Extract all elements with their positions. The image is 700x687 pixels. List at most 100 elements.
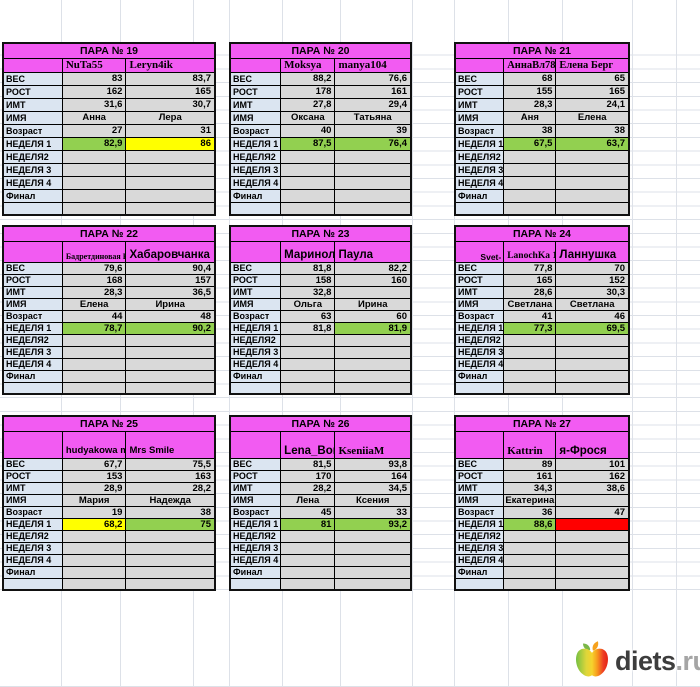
name-cell[interactable]: Светлана (555, 297, 630, 311)
empty-cell[interactable] (61, 201, 127, 216)
row-label-name[interactable]: ИМЯ (229, 110, 282, 125)
row-label-name[interactable]: ИМЯ (2, 493, 63, 507)
week1-cell[interactable]: 75 (125, 517, 216, 531)
name-cell[interactable]: Надежда (125, 493, 216, 507)
row-label-final[interactable]: Финал (454, 369, 505, 383)
corner-cell[interactable] (2, 57, 63, 73)
week3-cell[interactable] (503, 345, 557, 359)
pair-title[interactable]: ПАРА № 26 (229, 415, 412, 432)
week4-cell[interactable] (280, 357, 336, 371)
weight-cell[interactable]: 90,4 (125, 261, 216, 275)
week2-cell[interactable] (555, 149, 630, 164)
empty-cell[interactable] (454, 201, 505, 216)
row-label-name[interactable]: ИМЯ (2, 297, 63, 311)
row-label-bmi[interactable]: ИМТ (2, 97, 63, 112)
row-label-week3[interactable]: НЕДЕЛЯ 3 (229, 541, 282, 555)
row-label-bmi[interactable]: ИМТ (2, 481, 63, 495)
height-cell[interactable]: 160 (334, 273, 412, 287)
bmi-cell[interactable]: 28,3 (61, 285, 127, 299)
final-cell[interactable] (503, 369, 557, 383)
row-label-height[interactable]: РОСТ (454, 273, 505, 287)
week2-cell[interactable] (125, 333, 216, 347)
week1-cell[interactable]: 87,5 (280, 136, 336, 151)
weight-cell[interactable]: 93,8 (334, 457, 412, 471)
row-label-final[interactable]: Финал (229, 369, 282, 383)
username-cell[interactable]: Елена Берг (555, 57, 630, 73)
name-cell[interactable]: Ольга (280, 297, 336, 311)
row-label-height[interactable]: РОСТ (2, 84, 63, 99)
week3-cell[interactable] (125, 541, 216, 555)
username-cell[interactable]: Ланнушка (555, 240, 630, 263)
week4-cell[interactable] (334, 357, 412, 371)
empty-cell[interactable] (503, 201, 557, 216)
pair-title[interactable]: ПАРА № 25 (2, 415, 216, 432)
empty-cell[interactable] (2, 577, 63, 591)
empty-cell[interactable] (61, 577, 127, 591)
height-cell[interactable]: 162 (555, 469, 630, 483)
week3-cell[interactable] (61, 541, 127, 555)
row-label-bmi[interactable]: ИМТ (229, 97, 282, 112)
final-cell[interactable] (334, 565, 412, 579)
row-label-bmi[interactable]: ИМТ (454, 97, 505, 112)
row-label-height[interactable]: РОСТ (2, 469, 63, 483)
week2-cell[interactable] (503, 333, 557, 347)
week4-cell[interactable] (555, 357, 630, 371)
empty-cell[interactable] (503, 577, 557, 591)
week3-cell[interactable] (555, 541, 630, 555)
row-label-week2[interactable]: НЕДЕЛЯ2 (2, 149, 63, 164)
name-cell[interactable]: Оксана (280, 110, 336, 125)
week2-cell[interactable] (555, 333, 630, 347)
age-cell[interactable]: 31 (125, 123, 216, 138)
height-cell[interactable]: 165 (125, 84, 216, 99)
row-label-week1[interactable]: НЕДЕЛЯ 1 (2, 321, 63, 335)
bmi-cell[interactable]: 27,8 (280, 97, 336, 112)
final-cell[interactable] (503, 188, 557, 203)
corner-cell[interactable] (2, 240, 63, 263)
final-cell[interactable] (555, 565, 630, 579)
row-label-week4[interactable]: НЕДЕЛЯ 4 (454, 175, 505, 190)
height-cell[interactable]: 165 (503, 273, 557, 287)
height-cell[interactable]: 157 (125, 273, 216, 287)
week4-cell[interactable] (555, 553, 630, 567)
row-label-final[interactable]: Финал (2, 188, 63, 203)
week4-cell[interactable] (61, 357, 127, 371)
height-cell[interactable]: 161 (503, 469, 557, 483)
row-label-week1[interactable]: НЕДЕЛЯ 1 (229, 517, 282, 531)
final-cell[interactable] (334, 369, 412, 383)
row-label-height[interactable]: РОСТ (229, 84, 282, 99)
username-cell[interactable]: Mrs Smile (125, 430, 216, 459)
week3-cell[interactable] (280, 541, 336, 555)
height-cell[interactable]: 178 (280, 84, 336, 99)
age-cell[interactable]: 44 (61, 309, 127, 323)
week2-cell[interactable] (334, 529, 412, 543)
row-label-week1[interactable]: НЕДЕЛЯ 1 (2, 517, 63, 531)
username-cell[interactable]: KseniiaM (334, 430, 412, 459)
row-label-week2[interactable]: НЕДЕЛЯ2 (454, 333, 505, 347)
age-cell[interactable]: 63 (280, 309, 336, 323)
empty-cell[interactable] (125, 201, 216, 216)
row-label-name[interactable]: ИМЯ (454, 493, 505, 507)
weight-cell[interactable]: 101 (555, 457, 630, 471)
row-label-week3[interactable]: НЕДЕЛЯ 3 (2, 162, 63, 177)
week3-cell[interactable] (334, 541, 412, 555)
empty-cell[interactable] (61, 381, 127, 395)
row-label-week1[interactable]: НЕДЕЛЯ 1 (2, 136, 63, 151)
row-label-week3[interactable]: НЕДЕЛЯ 3 (454, 541, 505, 555)
week3-cell[interactable] (61, 345, 127, 359)
row-label-weight[interactable]: ВЕС (2, 261, 63, 275)
row-label-week4[interactable]: НЕДЕЛЯ 4 (229, 357, 282, 371)
row-label-bmi[interactable]: ИМТ (2, 285, 63, 299)
username-cell[interactable]: Lena_Bond (280, 430, 336, 459)
corner-cell[interactable] (229, 430, 282, 459)
age-cell[interactable]: 41 (503, 309, 557, 323)
row-label-week2[interactable]: НЕДЕЛЯ2 (229, 149, 282, 164)
bmi-cell[interactable] (334, 285, 412, 299)
name-cell[interactable]: Аня (503, 110, 557, 125)
bmi-cell[interactable]: 32,8 (280, 285, 336, 299)
row-label-week4[interactable]: НЕДЕЛЯ 4 (2, 175, 63, 190)
week4-cell[interactable] (334, 175, 412, 190)
row-label-age[interactable]: Возраст (454, 123, 505, 138)
empty-cell[interactable] (454, 577, 505, 591)
empty-cell[interactable] (280, 201, 336, 216)
row-label-weight[interactable]: ВЕС (454, 261, 505, 275)
